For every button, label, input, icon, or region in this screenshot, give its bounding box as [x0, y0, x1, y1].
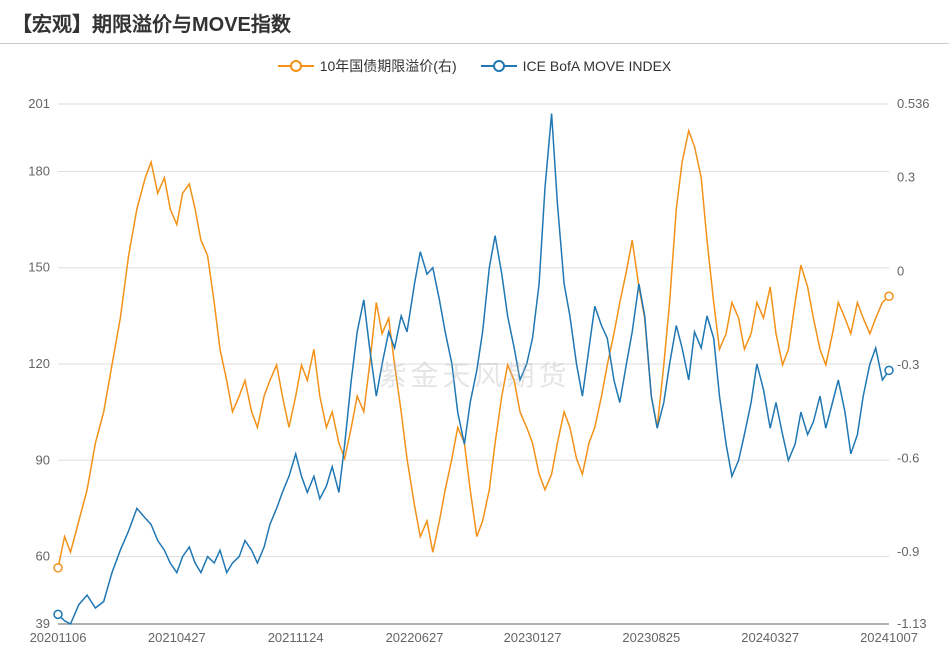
svg-text:180: 180 [28, 163, 50, 178]
svg-text:0.3: 0.3 [897, 170, 915, 185]
legend-item-move: ICE BofA MOVE INDEX [481, 58, 672, 74]
chart-title: 【宏观】期限溢价与MOVE指数 [0, 0, 949, 44]
svg-text:0: 0 [897, 263, 904, 278]
legend: 10年国债期限溢价(右) ICE BofA MOVE INDEX [0, 44, 949, 84]
svg-text:39: 39 [36, 616, 50, 631]
svg-text:-0.6: -0.6 [897, 451, 919, 466]
svg-text:0.536: 0.536 [897, 96, 930, 111]
svg-text:-0.9: -0.9 [897, 544, 919, 559]
legend-label-1: 10年国债期限溢价(右) [320, 56, 457, 76]
svg-text:20201106: 20201106 [30, 630, 87, 645]
svg-text:20241007: 20241007 [860, 630, 918, 645]
svg-text:90: 90 [36, 452, 50, 467]
legend-marker-orange [278, 59, 314, 73]
svg-text:150: 150 [28, 260, 50, 275]
svg-text:20240327: 20240327 [741, 630, 799, 645]
svg-text:20220627: 20220627 [386, 630, 444, 645]
svg-text:20230127: 20230127 [504, 630, 562, 645]
svg-text:60: 60 [36, 549, 50, 564]
svg-text:20210427: 20210427 [148, 630, 206, 645]
svg-text:201: 201 [28, 96, 50, 111]
svg-text:20211124: 20211124 [268, 630, 324, 645]
svg-text:-0.3: -0.3 [897, 357, 919, 372]
svg-text:-1.13: -1.13 [897, 616, 927, 631]
chart-svg: 39 60 90 120 150 180 201 -1.13 -0.9 -0.6 -0.3 0 0.3 0… [0, 84, 949, 664]
svg-text:120: 120 [28, 356, 50, 371]
chart-area: 39 60 90 120 150 180 201 -1.13 -0.9 -0.6 -0.3 0 0.3 0… [0, 84, 949, 664]
legend-item-term-premium: 10年国债期限溢价(右) [278, 56, 457, 76]
legend-marker-blue [481, 59, 517, 73]
svg-text:20230825: 20230825 [622, 630, 680, 645]
legend-label-2: ICE BofA MOVE INDEX [523, 58, 672, 74]
